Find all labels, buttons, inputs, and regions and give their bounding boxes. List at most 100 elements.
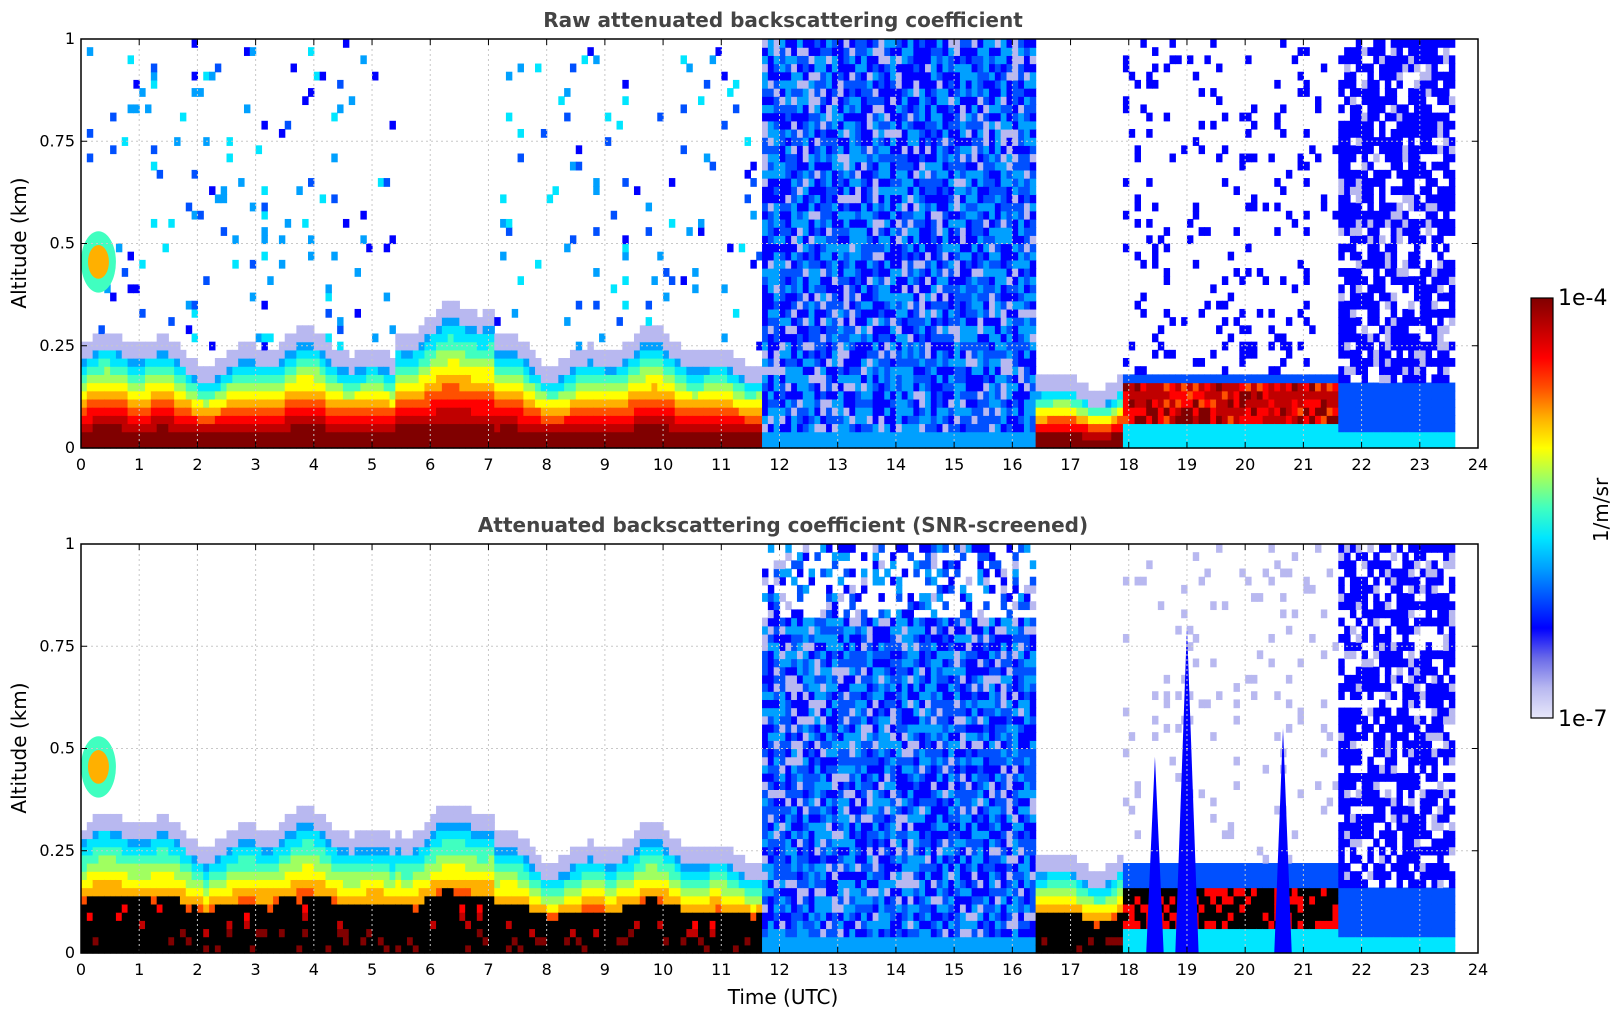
heatmap-cell xyxy=(564,439,571,449)
heatmap-cell xyxy=(913,227,920,236)
heatmap-cell xyxy=(791,259,798,269)
heatmap-cell xyxy=(1152,423,1159,433)
heatmap-cell xyxy=(1349,145,1357,155)
heatmap-cell xyxy=(1349,128,1357,138)
heatmap-cell xyxy=(319,349,327,359)
heatmap-cell xyxy=(569,415,577,425)
heatmap-cell xyxy=(1006,308,1013,318)
heatmap-cell xyxy=(511,439,519,449)
heatmap-cell xyxy=(878,292,885,302)
heatmap-cell xyxy=(494,382,501,392)
heatmap-cell xyxy=(837,333,845,343)
heatmap-cell xyxy=(564,243,571,253)
heatmap-cell xyxy=(354,423,361,433)
heatmap-cell xyxy=(1076,415,1083,425)
heatmap-cell xyxy=(767,284,775,294)
heatmap-cell xyxy=(622,300,629,310)
heatmap-cell xyxy=(773,161,781,171)
heatmap-cell xyxy=(360,423,367,433)
heatmap-cell xyxy=(1297,431,1304,441)
heatmap-cell xyxy=(1023,439,1031,449)
heatmap-cell xyxy=(866,366,874,375)
heatmap-cell xyxy=(977,439,984,449)
heatmap-cell xyxy=(1111,407,1118,416)
heatmap-cell xyxy=(715,366,722,375)
heatmap-cell xyxy=(1355,366,1363,375)
heatmap-cell xyxy=(860,325,868,335)
heatmap-cell xyxy=(925,186,932,196)
heatmap-cell xyxy=(1355,259,1363,269)
heatmap-cell xyxy=(965,423,973,433)
heatmap-cell xyxy=(831,128,839,138)
heatmap-cell xyxy=(1349,235,1357,245)
heatmap-cell xyxy=(471,431,478,441)
heatmap-cell xyxy=(971,366,979,375)
heatmap-cell xyxy=(925,349,932,359)
heatmap-cell xyxy=(959,333,967,343)
heatmap-cell xyxy=(1105,439,1112,449)
heatmap-cell xyxy=(290,382,297,392)
heatmap-cell xyxy=(767,415,775,425)
heatmap-cell xyxy=(779,259,786,269)
heatmap-cell xyxy=(983,112,990,122)
heatmap-cell xyxy=(965,374,973,384)
heatmap-cell xyxy=(989,39,996,48)
heatmap-cell xyxy=(820,120,827,130)
heatmap-cell xyxy=(680,145,687,155)
heatmap-cell xyxy=(971,398,979,408)
heatmap-cell xyxy=(750,390,757,400)
heatmap-cell xyxy=(843,210,850,220)
heatmap-cell xyxy=(919,284,926,294)
heatmap-cell xyxy=(942,47,949,56)
heatmap-cell xyxy=(901,194,909,204)
heatmap-cell xyxy=(1105,415,1112,425)
heatmap-cell xyxy=(476,415,484,425)
heatmap-cell xyxy=(977,423,984,433)
heatmap-cell xyxy=(954,251,961,261)
heatmap-cell xyxy=(954,390,961,400)
heatmap-cell xyxy=(145,382,152,392)
heatmap-cell xyxy=(866,325,874,335)
heatmap-cell xyxy=(1268,308,1275,318)
heatmap-cell xyxy=(779,366,786,375)
heatmap-cell xyxy=(785,63,792,73)
heatmap-cell xyxy=(1192,423,1200,433)
heatmap-cell xyxy=(983,161,990,171)
heatmap-cell xyxy=(843,243,850,253)
heatmap-cell xyxy=(767,366,775,375)
heatmap-cell xyxy=(954,161,961,171)
heatmap-cell xyxy=(773,439,781,449)
heatmap-cell xyxy=(302,366,309,375)
heatmap-cell xyxy=(337,390,344,400)
heatmap-cell xyxy=(878,366,885,375)
heatmap-cell xyxy=(750,407,757,416)
heatmap-cell xyxy=(779,235,786,245)
heatmap-cell xyxy=(901,120,909,130)
heatmap-cell xyxy=(476,358,484,367)
heatmap-cell xyxy=(808,71,816,81)
heatmap-cell xyxy=(1250,398,1258,408)
heatmap-cell xyxy=(872,366,880,375)
heatmap-cell xyxy=(686,366,693,375)
heatmap-cell xyxy=(645,325,653,335)
heatmap-cell xyxy=(1018,47,1025,56)
heatmap-cell xyxy=(843,317,850,326)
heatmap-cell xyxy=(1344,55,1351,65)
heatmap-cell xyxy=(680,382,687,392)
heatmap-cell xyxy=(866,390,874,400)
heatmap-cell xyxy=(459,439,466,449)
heatmap-cell xyxy=(331,153,338,163)
heatmap-cell xyxy=(791,153,798,163)
heatmap-cell xyxy=(1023,120,1031,130)
heatmap-cell xyxy=(779,63,786,73)
heatmap-cell xyxy=(884,243,891,253)
heatmap-cell xyxy=(855,349,862,359)
heatmap-cell xyxy=(802,227,810,236)
heatmap-cell xyxy=(837,415,845,425)
heatmap-cell xyxy=(1291,382,1299,392)
heatmap-cell xyxy=(942,308,949,318)
heatmap-cell xyxy=(639,398,647,408)
heatmap-cell xyxy=(558,398,565,408)
heatmap-cell xyxy=(919,308,926,318)
heatmap-cell xyxy=(453,431,460,441)
